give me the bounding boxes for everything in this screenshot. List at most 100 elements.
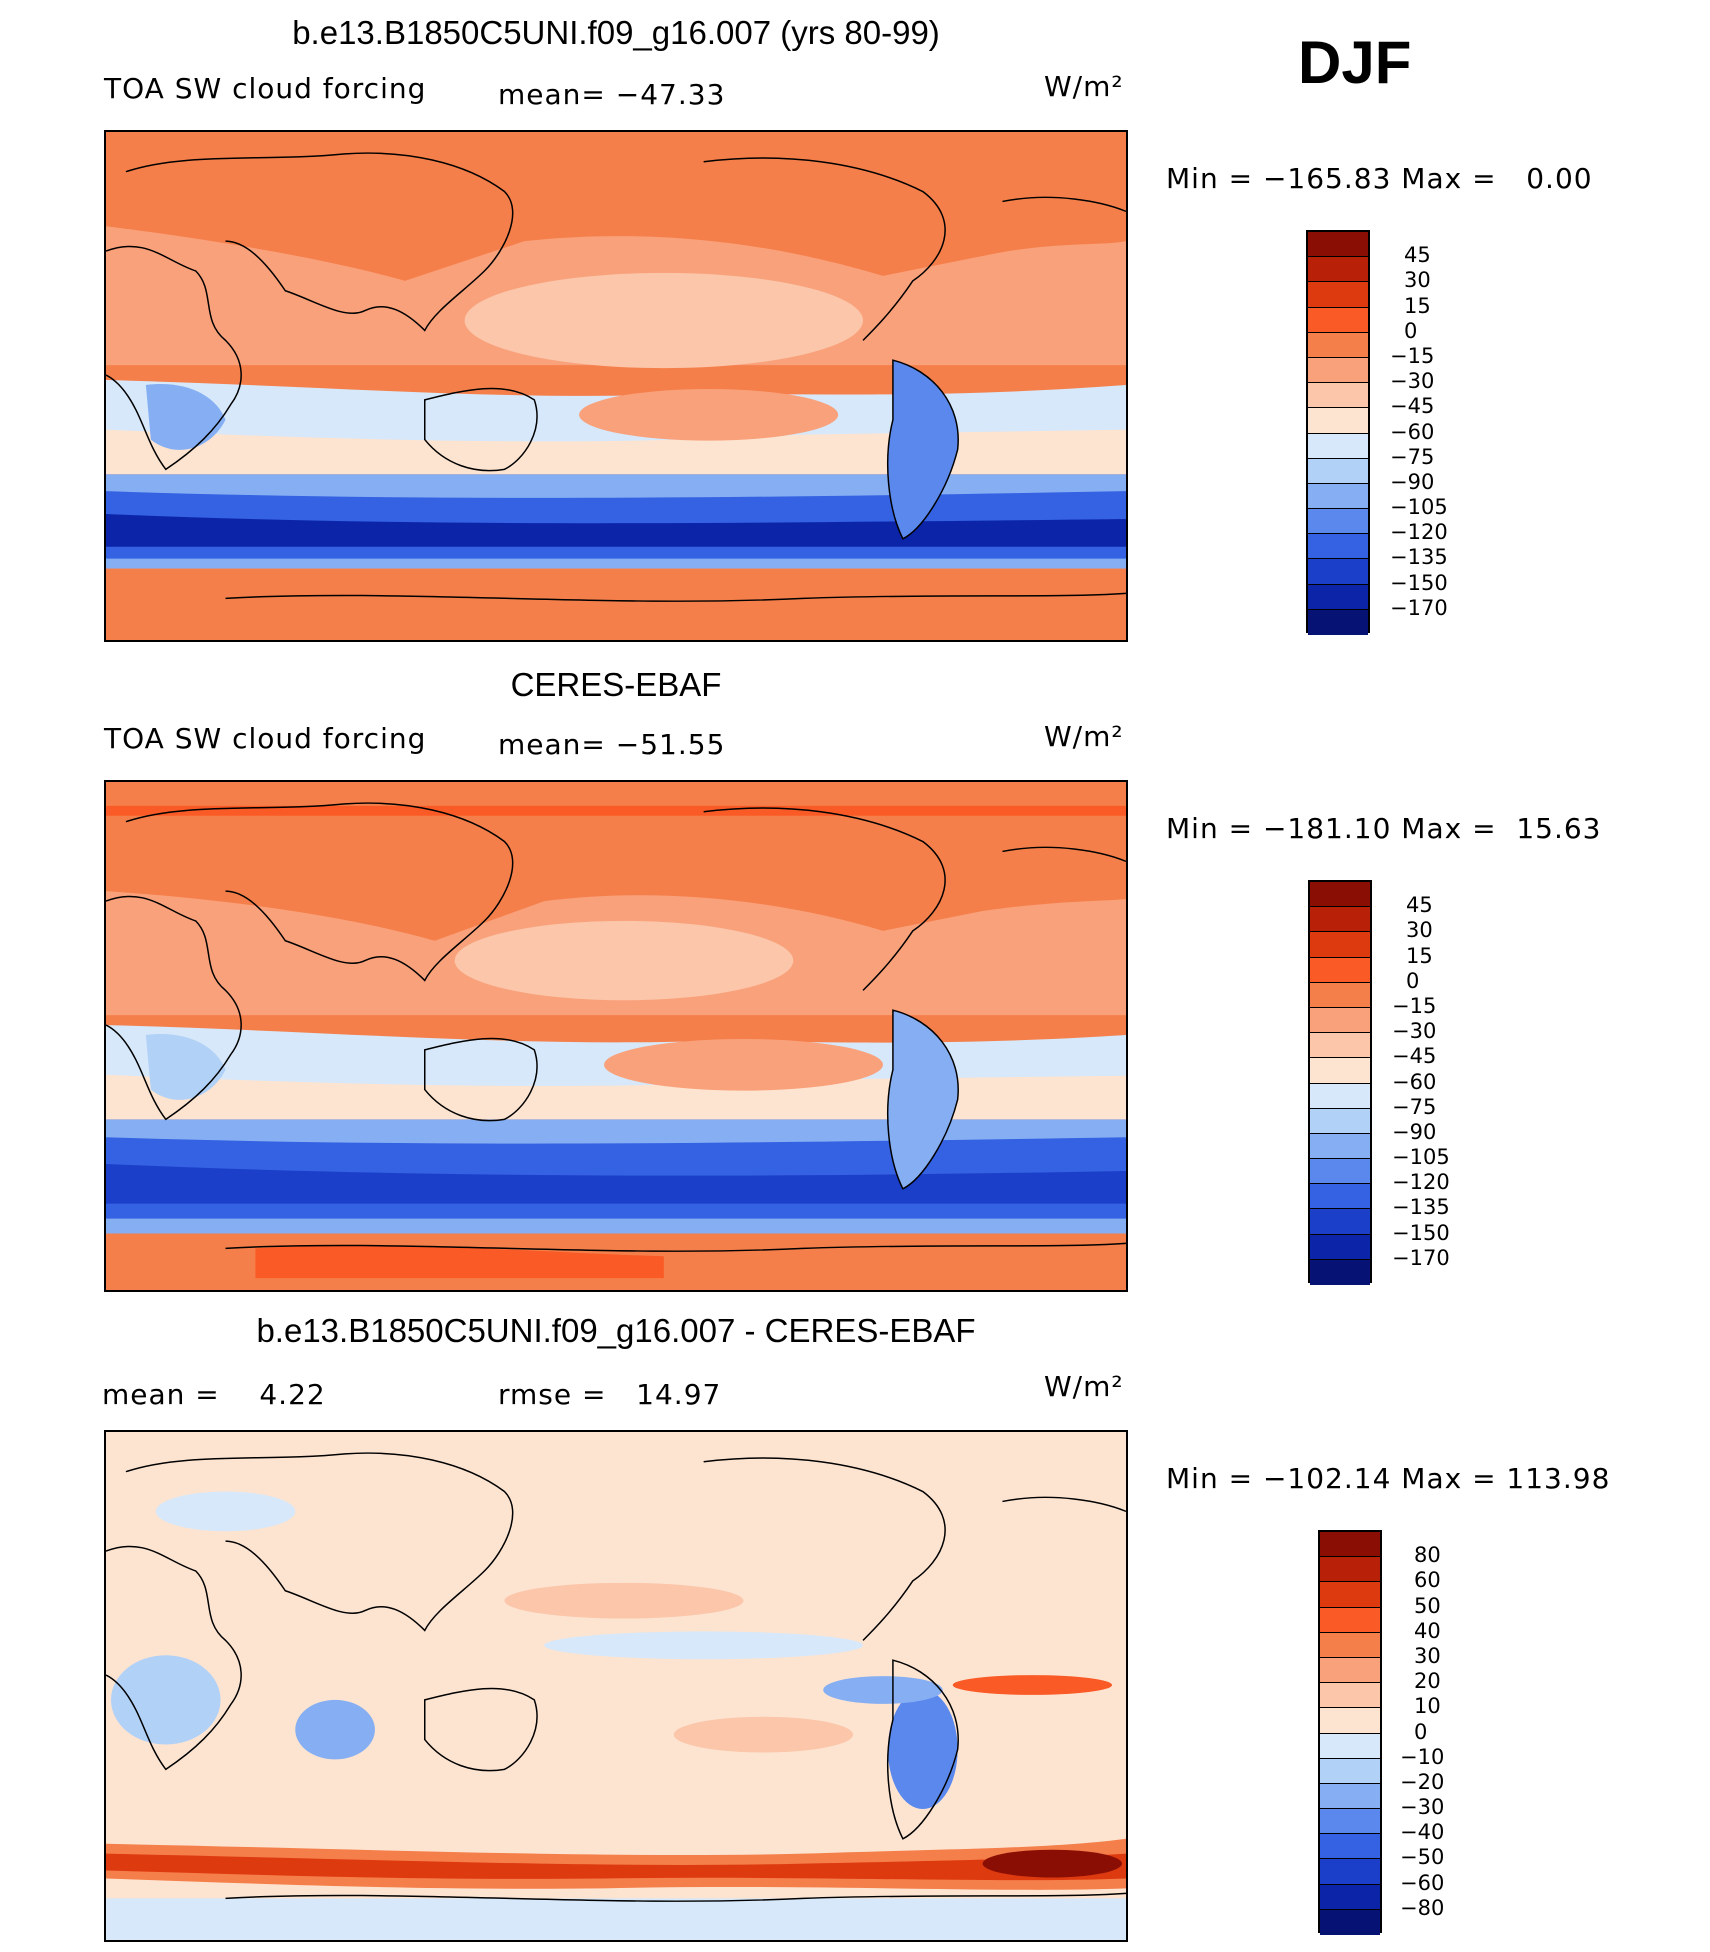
panel3-field-south-america — [887, 1689, 958, 1810]
colorbar-swatch — [1310, 1209, 1370, 1235]
colorbar-swatch — [1308, 383, 1368, 409]
colorbar-tick-label: −170 — [1390, 595, 1448, 620]
colorbar-swatch — [1320, 1557, 1380, 1583]
colorbar-swatch — [1320, 1582, 1380, 1608]
panel2-mean-label: mean= −51.55 — [498, 728, 726, 761]
colorbar-swatch — [1308, 232, 1368, 258]
colorbar-tick-label: −20 — [1400, 1769, 1445, 1794]
colorbar-swatch — [1320, 1708, 1380, 1734]
colorbar-swatch — [1310, 882, 1370, 908]
colorbar-swatch — [1310, 982, 1370, 1008]
colorbar-swatch — [1308, 509, 1368, 535]
colorbar-swatch — [1320, 1859, 1380, 1885]
panel3-mean-label: mean = 4.22 — [102, 1378, 326, 1411]
colorbar-tick-label: −80 — [1400, 1895, 1445, 1920]
panel1-map-svg — [106, 132, 1126, 640]
panel3-colorbar — [1318, 1530, 1382, 1935]
colorbar-tick-label: 20 — [1414, 1669, 1441, 1694]
colorbar-tick-label: −30 — [1400, 1795, 1445, 1820]
colorbar-swatch — [1310, 932, 1370, 958]
panel2-field-spacific — [604, 1038, 883, 1091]
panel1-field-spacific — [579, 388, 839, 441]
colorbar-tick-label: −90 — [1392, 1119, 1437, 1144]
colorbar-swatch — [1308, 282, 1368, 308]
panel2-variable-label: TOA SW cloud forcing — [104, 722, 427, 755]
panel2-units: W/m² — [1044, 720, 1124, 753]
panel2-field-sh-subtropics — [106, 1074, 1126, 1120]
colorbar-tick-label: 50 — [1414, 1593, 1441, 1618]
colorbar-tick-label: 0 — [1414, 1719, 1428, 1744]
panel2-map-svg — [106, 782, 1126, 1290]
panel3-field-africa — [110, 1655, 221, 1745]
colorbar-tick-label: −50 — [1400, 1845, 1445, 1870]
panel2-minmax: Min = −181.10 Max = 15.63 — [1166, 812, 1602, 845]
panel3-field-spacific — [673, 1716, 854, 1753]
colorbar-swatch — [1320, 1657, 1380, 1684]
colorbar-swatch — [1310, 1058, 1370, 1084]
colorbar-swatch — [1320, 1758, 1380, 1784]
colorbar-tick-label: −10 — [1400, 1744, 1445, 1769]
colorbar-tick-label: −90 — [1390, 469, 1435, 494]
panel3-coastlines — [106, 1452, 1126, 1902]
colorbar-swatch — [1310, 1159, 1370, 1185]
colorbar-tick-label: −45 — [1390, 394, 1435, 419]
panel1-variable-label: TOA SW cloud forcing — [104, 72, 427, 105]
panel3-title: b.e13.B1850C5UNI.f09_g16.007 - CERES-EBA… — [256, 1312, 976, 1349]
colorbar-tick-label: 30 — [1404, 268, 1431, 293]
panel1-units: W/m² — [1044, 70, 1124, 103]
panel3-map — [104, 1430, 1128, 1942]
colorbar-tick-label: −170 — [1392, 1245, 1450, 1270]
panel1-map — [104, 130, 1128, 642]
panel2-field-south-america — [887, 1010, 959, 1189]
colorbar-tick-label: 15 — [1404, 293, 1431, 318]
panel2-coastlines — [106, 802, 1126, 1252]
panel1-field-south-africa — [145, 384, 226, 450]
colorbar-tick-label: −75 — [1390, 444, 1435, 469]
colorbar-tick-label: 60 — [1414, 1568, 1441, 1593]
colorbar-swatch — [1310, 1033, 1370, 1059]
panel1-minmax: Min = −165.83 Max = 0.00 — [1166, 162, 1593, 195]
colorbar-tick-label: −45 — [1392, 1044, 1437, 1069]
panel3-field-antarctica — [106, 1898, 1126, 1940]
panel3-field-eq-pacific — [544, 1631, 864, 1660]
colorbar-swatch — [1320, 1909, 1380, 1935]
panel3-units: W/m² — [1044, 1370, 1124, 1403]
colorbar-swatch — [1320, 1884, 1380, 1910]
colorbar-tick-label: −120 — [1392, 1170, 1450, 1195]
colorbar-swatch — [1308, 559, 1368, 585]
panel1-title: b.e13.B1850C5UNI.f09_g16.007 (yrs 80-99) — [292, 14, 940, 51]
panel1-field-south-america — [887, 360, 959, 539]
colorbar-swatch — [1310, 1007, 1370, 1034]
colorbar-tick-label: −15 — [1392, 993, 1437, 1018]
colorbar-tick-label: −40 — [1400, 1820, 1445, 1845]
panel3-field-indian-ocean — [295, 1699, 375, 1760]
colorbar-tick-label: −105 — [1392, 1145, 1450, 1170]
colorbar-swatch — [1320, 1683, 1380, 1709]
panel3-minmax: Min = −102.14 Max = 113.98 — [1166, 1462, 1611, 1495]
colorbar-tick-label: 80 — [1414, 1543, 1441, 1568]
panel1-field-npacific — [464, 272, 864, 369]
panel3-field-europe — [155, 1491, 296, 1532]
panel2-map — [104, 780, 1128, 1292]
season-label: DJF — [1298, 29, 1412, 96]
colorbar-swatch — [1320, 1532, 1380, 1558]
colorbar-swatch — [1310, 1108, 1370, 1134]
panel3-field-so-max — [982, 1849, 1123, 1878]
colorbar-tick-label: 0 — [1406, 968, 1420, 993]
colorbar-swatch — [1308, 257, 1368, 283]
colorbar-tick-label: 30 — [1406, 918, 1433, 943]
panel2-title: CERES-EBAF — [510, 666, 722, 703]
colorbar-tick-label: −30 — [1392, 1019, 1437, 1044]
colorbar-swatch — [1308, 483, 1368, 510]
colorbar-swatch — [1308, 458, 1368, 484]
colorbar-tick-label: −150 — [1392, 1220, 1450, 1245]
colorbar-tick-label: −30 — [1390, 369, 1435, 394]
colorbar-swatch — [1308, 584, 1368, 610]
colorbar-tick-label: −135 — [1390, 545, 1448, 570]
colorbar-tick-label: 45 — [1406, 893, 1433, 918]
panel2-field-south-africa — [145, 1034, 226, 1100]
colorbar-swatch — [1310, 1259, 1370, 1285]
colorbar-tick-label: −60 — [1392, 1069, 1437, 1094]
colorbar-swatch — [1310, 957, 1370, 983]
colorbar-swatch — [1308, 357, 1368, 384]
